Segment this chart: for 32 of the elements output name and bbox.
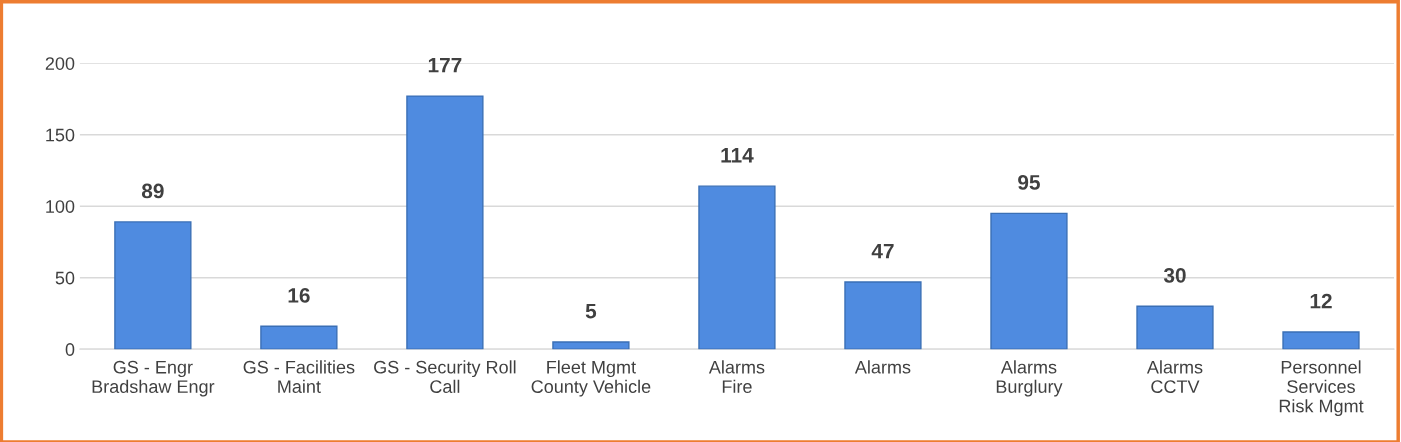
data-label: 30 <box>1163 267 1186 283</box>
x-tick-label: GS - Security Roll Call <box>374 360 516 393</box>
data-label: 5 <box>585 303 597 319</box>
bar <box>1136 305 1214 350</box>
x-tick-label: Alarms <box>854 360 911 374</box>
data-label: 89 <box>141 183 164 199</box>
data-label: 16 <box>288 287 310 303</box>
bar <box>844 281 922 350</box>
data-label: 12 <box>1310 293 1332 309</box>
y-tick-label: 200 <box>45 57 75 70</box>
data-label: 114 <box>721 148 754 163</box>
data-label: 95 <box>1018 175 1040 190</box>
x-tick-label: Alarms Fire <box>708 360 765 393</box>
y-tick-label: 100 <box>46 200 75 213</box>
x-tick-label: Alarms Burglury <box>996 360 1063 397</box>
x-tick-label: GS - Engr Bradshaw Engr <box>92 360 215 397</box>
x-tick-label: Fleet Mgmt County Vehicle <box>531 360 651 397</box>
y-tick-label: 0 <box>65 343 75 356</box>
bar <box>990 212 1068 350</box>
bar <box>114 221 192 350</box>
x-tick-label: Alarms CCTV <box>1146 360 1203 393</box>
bar <box>406 95 484 350</box>
bar <box>260 325 338 350</box>
y-tick-label: 50 <box>55 271 75 285</box>
y-tick-label: 150 <box>46 128 75 142</box>
x-tick-label: Personnel Services Risk Mgmt <box>1279 360 1364 417</box>
bar <box>552 341 630 350</box>
x-tick-label: GS - Facilities Maint <box>243 360 355 393</box>
bar <box>1282 331 1360 350</box>
bar <box>698 185 776 350</box>
data-label: 47 <box>871 243 894 259</box>
data-label: 177 <box>428 57 462 73</box>
